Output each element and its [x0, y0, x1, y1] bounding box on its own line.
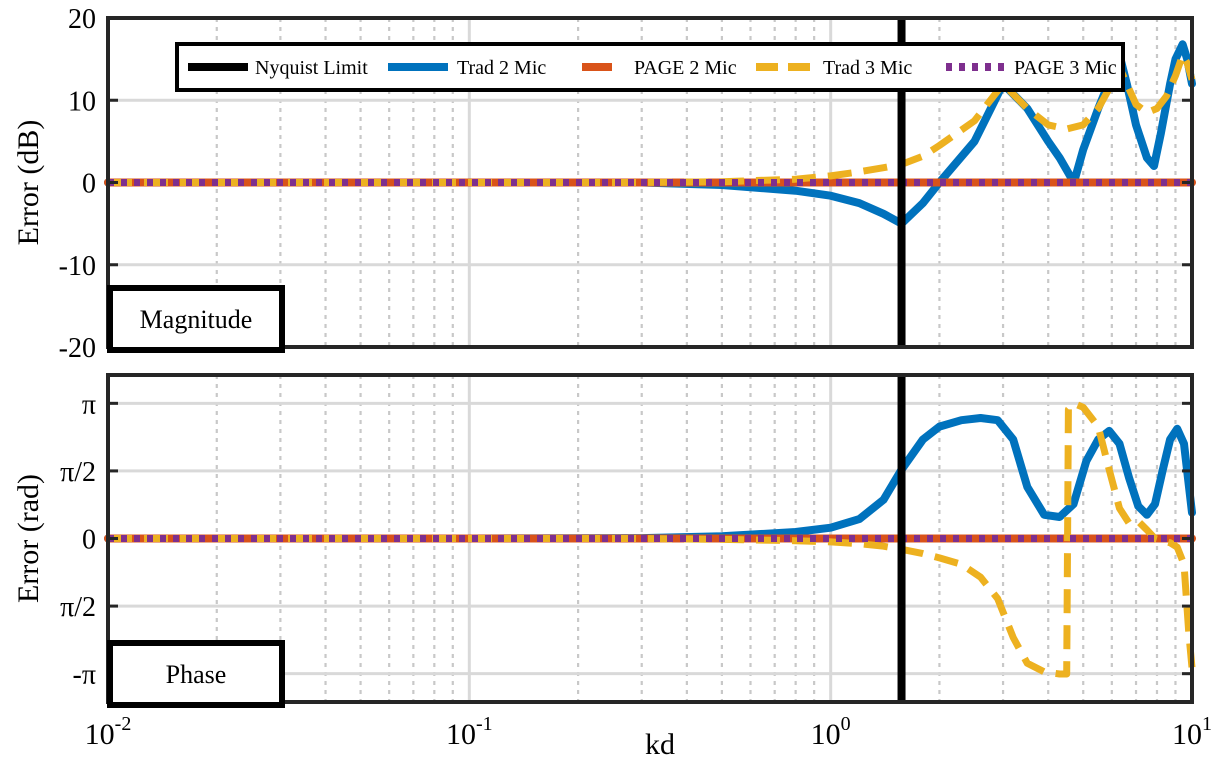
x-tick-labels: 10-2 10-1 100 101 [85, 713, 1212, 751]
phase-panel: π π/2 0 π/2 -π 10-2 10-1 100 101 Error (rad) kd… [12, 373, 1212, 759]
legend-item: Nyquist Limit [188, 57, 368, 79]
x-tick-label: 100 [811, 713, 851, 751]
x-tick-label: 101 [1172, 713, 1212, 751]
series-line-trad-2-mic [104, 414, 1196, 543]
legend-item: Trad 3 Mic [756, 57, 912, 79]
legend: Nyquist Limit Trad 2 Mic PAGE 2 Mic Trad 3 … [175, 42, 1125, 92]
y-axis-label: Error (dB) [12, 120, 45, 246]
y-tick-label: 0 [82, 525, 96, 556]
legend-item: PAGE 3 Mic [946, 57, 1117, 79]
panel-label: Phase [166, 660, 227, 689]
y-tick-label: π/2 [60, 592, 96, 623]
y-tick-label: 10 [68, 86, 96, 117]
panel-label-frame [107, 640, 285, 708]
series-line-trad-2-mic [104, 40, 1196, 228]
x-tick-label: 10-2 [85, 713, 132, 751]
legend-label: Trad 2 Mic [457, 57, 546, 79]
series-layer [104, 399, 1196, 678]
y-tick-label: -π [73, 660, 96, 691]
series-layer [104, 40, 1196, 228]
legend-item: Trad 2 Mic [388, 57, 546, 79]
legend-frame [175, 42, 1125, 92]
panel-label-box: Phase [107, 640, 285, 708]
y-tick-label: -20 [59, 333, 96, 364]
magnitude-panel: 20 10 0 -10 -20 Error (dB) Magnitude Nyquist… [12, 4, 1196, 364]
y-tick-label: 0 [82, 169, 96, 200]
y-tick-label: 20 [68, 4, 96, 35]
x-axis-label: kd [645, 728, 675, 759]
panel-label-frame [107, 285, 285, 353]
legend-label: Trad 3 Mic [823, 57, 912, 79]
y-axis-label: Error (rad) [12, 474, 45, 603]
series-line-trad-3-mic [108, 51, 1196, 186]
legend-label: PAGE 3 Mic [1014, 57, 1117, 79]
panel-label: Magnitude [140, 305, 253, 334]
y-tick-labels: 20 10 0 -10 -20 [59, 4, 1192, 364]
x-tick-label: 10-1 [446, 713, 493, 751]
panel-label-box: Magnitude [107, 285, 285, 353]
legend-label: PAGE 2 Mic [634, 57, 737, 79]
y-tick-label: -10 [59, 251, 96, 282]
legend-items: Nyquist Limit Trad 2 Mic PAGE 2 Mic Trad 3 … [188, 57, 1117, 79]
legend-item: PAGE 2 Mic [582, 57, 737, 79]
y-tick-label: π/2 [60, 457, 96, 488]
series-line-trad-3-mic [108, 399, 1196, 678]
legend-label: Nyquist Limit [255, 57, 368, 79]
y-tick-label: π [82, 389, 96, 420]
